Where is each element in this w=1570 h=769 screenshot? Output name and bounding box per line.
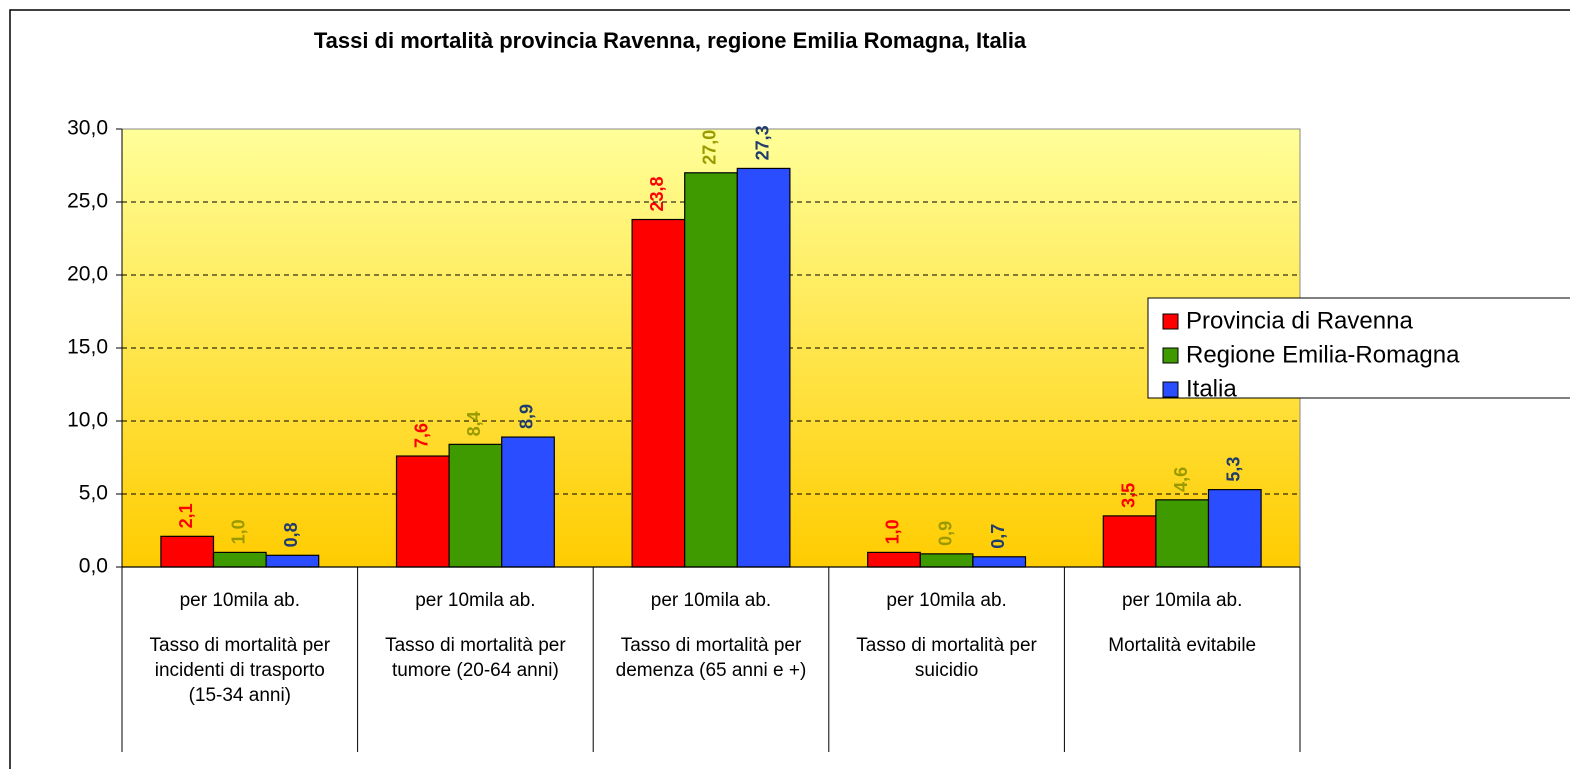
y-tick-label: 5,0 [79, 482, 108, 505]
bar [972, 556, 1027, 568]
data-label: 0,9 [935, 521, 955, 546]
y-tick-label: 30,0 [67, 117, 108, 140]
x-tick-unit: per 10mila ab. [1121, 590, 1243, 611]
legend-label: Regione Emilia-Romagna [1186, 341, 1460, 368]
data-label: 1,0 [229, 519, 249, 544]
bar [631, 218, 686, 568]
bar [395, 455, 450, 568]
data-label: 0,8 [281, 522, 301, 547]
data-label: 2,1 [176, 503, 196, 528]
data-label: 5,3 [1224, 457, 1244, 482]
bar [1207, 489, 1262, 568]
legend-box [1147, 297, 1570, 399]
chart-title: Tassi di mortalità provincia Ravenna, re… [314, 28, 1027, 53]
x-tick-label: Tasso di mortalità per demenza (65 anni … [615, 635, 807, 681]
bar [867, 551, 921, 568]
legend-swatch [1162, 381, 1179, 398]
data-label: 23,8 [647, 176, 667, 211]
bar [684, 172, 738, 568]
bar [160, 535, 215, 568]
data-label: 27,0 [700, 130, 720, 165]
bar [212, 551, 267, 568]
y-tick-label: 0,0 [79, 555, 108, 578]
y-tick-label: 15,0 [67, 336, 108, 359]
bar [919, 553, 974, 568]
data-label: 3,5 [1118, 483, 1138, 508]
x-tick-unit: per 10mila ab. [650, 590, 772, 611]
bar [448, 443, 503, 568]
y-tick-label: 25,0 [67, 190, 108, 213]
data-label: 0,7 [988, 524, 1008, 549]
bar [736, 167, 791, 568]
data-label: 7,6 [412, 423, 432, 448]
y-tick-label: 10,0 [67, 409, 108, 432]
bar [265, 554, 320, 568]
x-tick-label: Mortalità evitabile [1108, 635, 1257, 656]
bar [501, 436, 555, 568]
x-tick-unit: per 10mila ab. [886, 590, 1007, 611]
data-label: 1,0 [883, 519, 903, 544]
x-tick-unit: per 10mila ab. [415, 590, 536, 611]
data-label: 8,9 [517, 404, 537, 429]
data-label: 27,3 [752, 125, 772, 160]
x-tick-label: Tasso di mortalità per incidenti di tras… [149, 635, 331, 706]
bar [1102, 515, 1157, 568]
data-label: 8,4 [464, 411, 484, 436]
legend-swatch [1162, 347, 1179, 364]
legend-label: Provincia di Ravenna [1186, 307, 1413, 334]
y-tick-label: 20,0 [67, 263, 108, 286]
legend-swatch [1162, 313, 1179, 330]
data-label: 4,6 [1171, 467, 1191, 492]
legend-label: Italia [1186, 375, 1237, 402]
x-tick-unit: per 10mila ab. [179, 590, 300, 611]
x-tick-label: Tasso di mortalità per suicidio [856, 635, 1037, 681]
bar [1155, 499, 1210, 568]
x-tick-label: Tasso di mortalità per tumore (20-64 ann… [385, 635, 566, 681]
